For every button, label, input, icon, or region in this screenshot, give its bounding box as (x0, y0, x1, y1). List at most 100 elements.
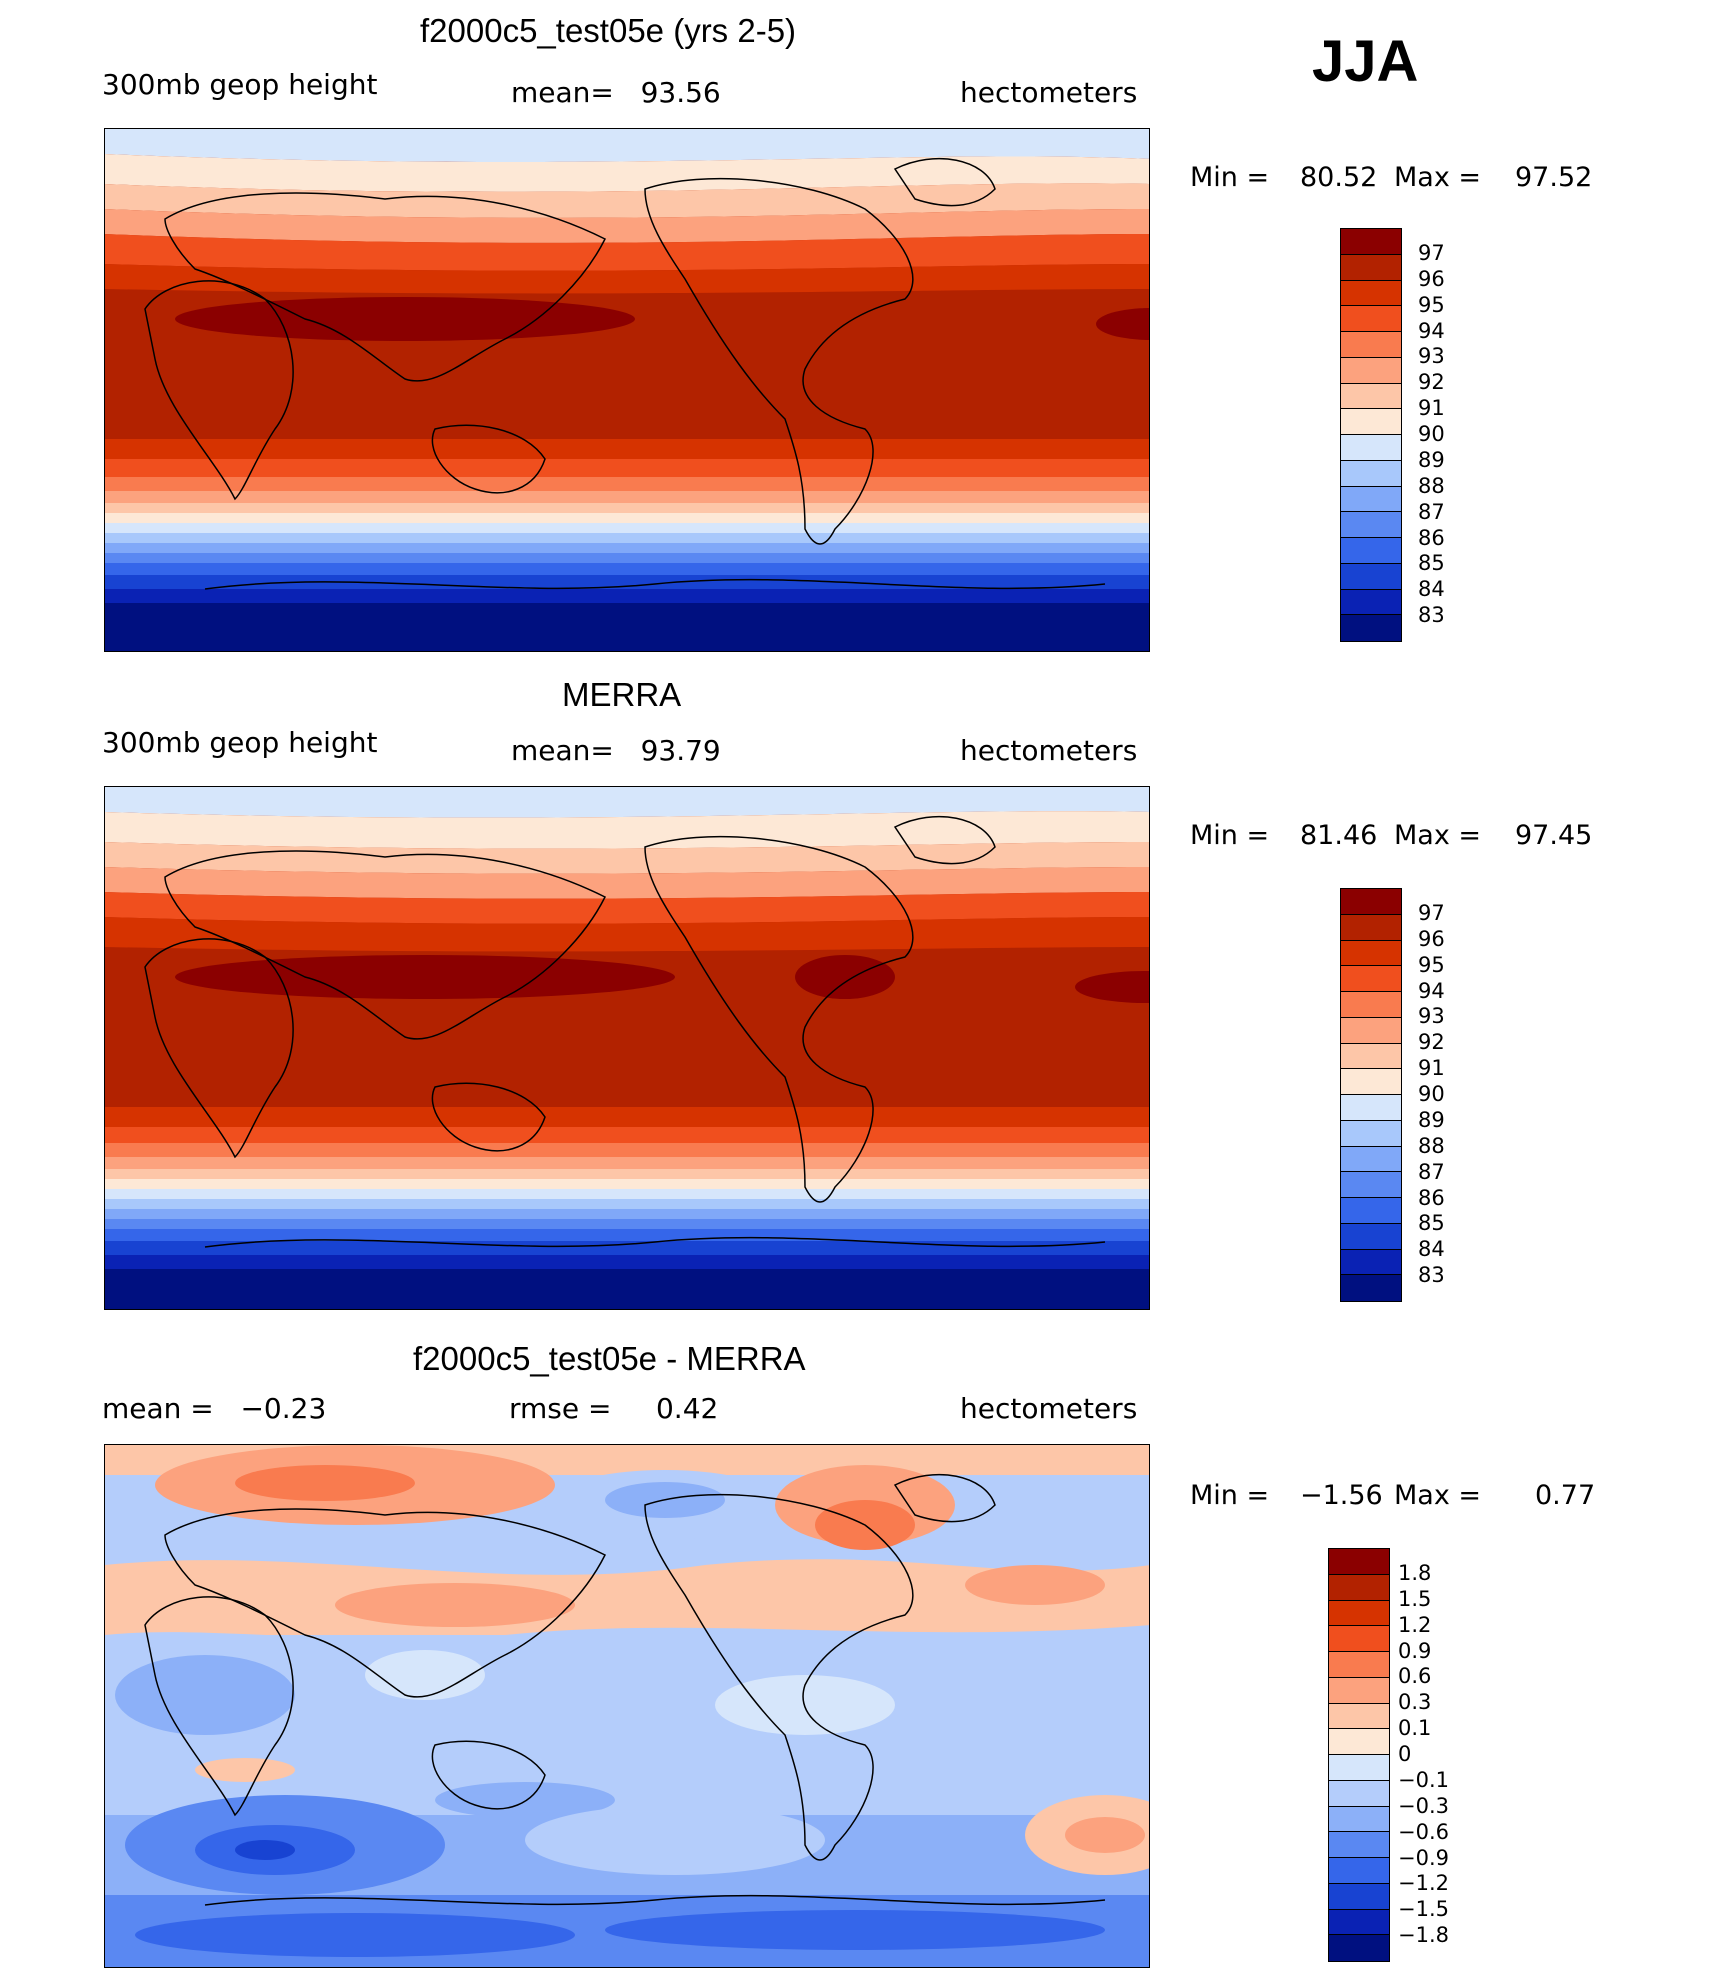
panel-2-variable-label: 300mb geop height (102, 726, 378, 759)
colorbar-tick-label: 91 (1418, 396, 1445, 421)
colorbar-tick-label: 87 (1418, 1159, 1445, 1184)
colorbar-swatch (1341, 1249, 1401, 1276)
colorbar-tick-label: 84 (1418, 577, 1445, 602)
colorbar-tick-label: 88 (1418, 1133, 1445, 1158)
colorbar-swatch (1329, 1780, 1389, 1807)
panel-1-title: f2000c5_test05e (yrs 2-5) (420, 12, 797, 49)
panel-3-map (104, 1444, 1150, 1968)
colorbar-swatch (1341, 383, 1401, 410)
panel-2-min-value: 81.46 (1300, 820, 1378, 851)
panel-2-max-value: 97.45 (1515, 820, 1593, 851)
panel-1-min-label: Min = (1190, 162, 1270, 193)
colorbar-swatch (1329, 1729, 1389, 1755)
colorbar-tick-label: 1.8 (1398, 1560, 1432, 1585)
colorbar-tick-label: 93 (1418, 1004, 1445, 1029)
colorbar-tick-label: 84 (1418, 1237, 1445, 1262)
panel-3-contour-field (105, 1445, 1149, 1967)
panel-2-colorbar (1340, 888, 1402, 1302)
colorbar-swatch (1341, 889, 1401, 915)
panel-2-mean-label: mean= 93.79 (511, 734, 721, 767)
colorbar-tick-label: 95 (1418, 952, 1445, 977)
colorbar-swatch (1341, 538, 1401, 564)
panel-2-min-label: Min = (1190, 820, 1270, 851)
colorbar-swatch (1329, 1806, 1389, 1833)
colorbar-swatch (1341, 435, 1401, 461)
colorbar-swatch (1341, 1198, 1401, 1224)
panel-1-max-label: Max = (1394, 162, 1482, 193)
colorbar-tick-label: 89 (1418, 1107, 1445, 1132)
colorbar-tick-label: 93 (1418, 344, 1445, 369)
colorbar-tick-label: 1.5 (1398, 1586, 1432, 1611)
colorbar-swatch (1341, 332, 1401, 358)
colorbar-swatch (1329, 1549, 1389, 1575)
colorbar-tick-label: 85 (1418, 1211, 1445, 1236)
panel-3-colorbar (1328, 1548, 1390, 1962)
colorbar-swatch (1341, 460, 1401, 487)
colorbar-swatch (1329, 1626, 1389, 1652)
colorbar-tick-label: 96 (1418, 926, 1445, 951)
colorbar-swatch (1341, 992, 1401, 1018)
colorbar-swatch (1329, 1832, 1389, 1858)
season-label: JJA (1312, 29, 1419, 94)
panel-3-mean-label: mean = −0.23 (102, 1392, 327, 1425)
colorbar-tick-label: −0.6 (1398, 1819, 1449, 1844)
colorbar-tick-label: 92 (1418, 370, 1445, 395)
colorbar-swatch (1341, 280, 1401, 307)
colorbar-tick-label: 83 (1418, 603, 1445, 628)
panel-1-units-label: hectometers (960, 76, 1138, 109)
colorbar-tick-label: 1.2 (1398, 1612, 1432, 1637)
colorbar-swatch (1341, 615, 1401, 641)
colorbar-tick-label: 86 (1418, 1185, 1445, 1210)
colorbar-tick-label: 85 (1418, 551, 1445, 576)
colorbar-tick-label: 97 (1418, 240, 1445, 265)
colorbar-swatch (1329, 1858, 1389, 1884)
panel-3-min-label: Min = (1190, 1480, 1270, 1511)
panel-3-max-label: Max = (1394, 1480, 1482, 1511)
colorbar-swatch (1341, 357, 1401, 384)
colorbar-swatch (1341, 563, 1401, 590)
panel-3-rmse-label: rmse = 0.42 (509, 1392, 719, 1425)
panel-3-units-label: hectometers (960, 1392, 1138, 1425)
colorbar-swatch (1329, 1574, 1389, 1601)
colorbar-swatch (1341, 254, 1401, 281)
panel-2-units-label: hectometers (960, 734, 1138, 767)
colorbar-swatch (1341, 1095, 1401, 1121)
colorbar-swatch (1329, 1935, 1389, 1961)
panel-1-colorbar (1340, 228, 1402, 642)
panel-1-max-value: 97.52 (1515, 162, 1593, 193)
colorbar-swatch (1341, 512, 1401, 538)
colorbar-swatch (1341, 1146, 1401, 1173)
colorbar-swatch (1329, 1909, 1389, 1936)
colorbar-tick-label: 96 (1418, 266, 1445, 291)
panel-2-title: MERRA (562, 676, 682, 713)
panel-1-mean-label: mean= 93.56 (511, 76, 721, 109)
colorbar-swatch (1329, 1677, 1389, 1704)
colorbar-tick-label: 0 (1398, 1742, 1412, 1766)
colorbar-swatch (1341, 229, 1401, 255)
colorbar-swatch (1329, 1883, 1389, 1910)
panel-2-max-label: Max = (1394, 820, 1482, 851)
colorbar-swatch (1329, 1755, 1389, 1781)
colorbar-swatch (1341, 1017, 1401, 1044)
colorbar-tick-label: 83 (1418, 1263, 1445, 1288)
colorbar-tick-label: 92 (1418, 1030, 1445, 1055)
colorbar-tick-label: 91 (1418, 1056, 1445, 1081)
colorbar-swatch (1341, 966, 1401, 992)
panel-3-max-value: 0.77 (1535, 1480, 1596, 1511)
colorbar-tick-label: 87 (1418, 499, 1445, 524)
colorbar-tick-label: 94 (1418, 978, 1445, 1003)
colorbar-tick-label: 89 (1418, 447, 1445, 472)
colorbar-swatch (1329, 1652, 1389, 1678)
colorbar-swatch (1341, 1120, 1401, 1147)
colorbar-tick-label: −1.2 (1398, 1871, 1449, 1896)
colorbar-swatch (1341, 1223, 1401, 1250)
colorbar-swatch (1341, 409, 1401, 435)
panel-3-min-value: −1.56 (1300, 1480, 1383, 1511)
panel-1-map (104, 128, 1150, 652)
panel-1-contour-field (105, 129, 1149, 651)
colorbar-tick-label: −1.5 (1398, 1897, 1449, 1922)
panel-3-title: f2000c5_test05e - MERRA (413, 1340, 806, 1377)
colorbar-tick-label: 90 (1418, 1082, 1445, 1106)
colorbar-swatch (1341, 1069, 1401, 1095)
colorbar-tick-label: −1.8 (1398, 1923, 1449, 1948)
